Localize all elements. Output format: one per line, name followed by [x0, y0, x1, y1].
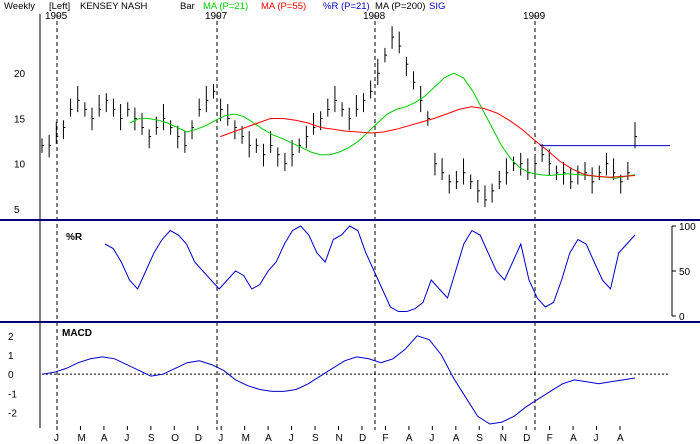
ma55-line: [220, 106, 636, 178]
macd-tick-label: 1: [8, 351, 14, 362]
pctr-line: [104, 225, 636, 312]
macd-tick-label: 2: [8, 332, 14, 343]
percent-r-panel: %R 0 50 100: [66, 222, 696, 323]
header-item: Weekly: [4, 1, 35, 12]
month-label: D: [523, 433, 530, 444]
month-label: J: [289, 433, 294, 444]
month-label: A: [265, 433, 272, 444]
month-label: A: [617, 433, 624, 444]
month-label: A: [453, 433, 460, 444]
month-label: M: [77, 433, 85, 444]
year-label: 1999: [523, 11, 546, 22]
price-tick-label: 10: [14, 160, 26, 171]
month-label: F: [547, 433, 553, 444]
month-label: D: [195, 433, 202, 444]
month-label: F: [382, 433, 388, 444]
header-item: MA (P=200): [375, 1, 425, 12]
month-label: J: [429, 433, 434, 444]
macd-tick-label: -1: [8, 389, 17, 400]
header-item: MA (P=55): [261, 1, 306, 12]
header-item: MA (P=21): [203, 1, 248, 12]
month-label: S: [312, 433, 319, 444]
month-label: S: [476, 433, 483, 444]
header-item: [Left]: [49, 1, 70, 12]
panel-frame: [0, 14, 700, 428]
month-label: S: [148, 433, 155, 444]
macd-title: MACD: [62, 328, 92, 339]
chart-header: Weekly [Left] KENSEY NASH Bar MA (P=21) MA (P…: [4, 1, 445, 12]
header-item: KENSEY NASH: [80, 1, 148, 12]
panel-separator: [0, 321, 700, 323]
pctr-title: %R: [66, 232, 83, 243]
price-tick-label: 5: [14, 205, 20, 216]
macd-line: [41, 335, 636, 425]
month-label: N: [336, 433, 343, 444]
price-tick-label: 15: [14, 114, 26, 125]
month-label: J: [594, 433, 599, 444]
macd-panel: MACD -2 -1 0 1 2: [8, 328, 670, 425]
month-label: J: [218, 433, 223, 444]
price-panel: 5 10 15 20: [14, 26, 670, 216]
month-label: N: [500, 433, 507, 444]
month-label: O: [171, 433, 179, 444]
year-label: 1998: [363, 11, 386, 22]
pctr-tick-label: 100: [679, 222, 696, 233]
month-label: A: [570, 433, 577, 444]
macd-tick-label: 0: [8, 370, 14, 381]
year-label: 1997: [205, 11, 228, 22]
month-label: J: [124, 433, 129, 444]
month-label: J: [54, 433, 59, 444]
pctr-tick-label: 50: [679, 267, 691, 278]
month-label: M: [242, 433, 250, 444]
header-item: Bar: [180, 1, 195, 12]
month-label: D: [359, 433, 366, 444]
pctr-tick-label: 0: [679, 312, 685, 323]
header-item: SIG: [429, 1, 445, 12]
year-label: 1995: [45, 11, 68, 22]
month-label: A: [101, 433, 108, 444]
ma21-line: [129, 72, 636, 179]
panel-separator: [0, 219, 700, 221]
macd-tick-label: -2: [8, 409, 17, 420]
price-tick-label: 20: [14, 69, 26, 80]
header-item: %R (P=21): [323, 1, 370, 12]
month-label: A: [406, 433, 413, 444]
